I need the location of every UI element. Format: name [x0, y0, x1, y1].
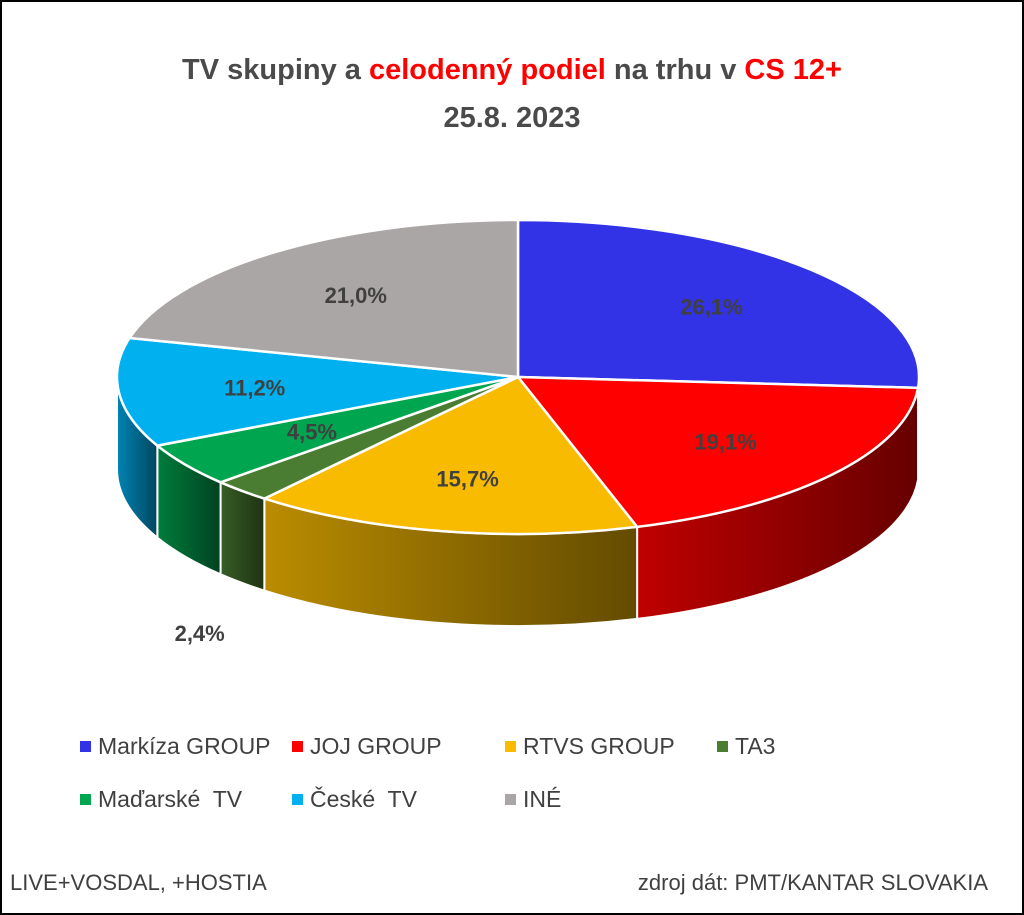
legend-item: Markíza GROUP — [80, 733, 271, 760]
pie-slice-2 — [260, 375, 640, 536]
footer-source: zdroj dát: PMT/KANTAR SLOVAKIA — [637, 870, 988, 895]
legend-label: Maďarské TV — [98, 786, 243, 812]
title-text-1: TV skupiny a — [182, 54, 369, 86]
legend-label: TA3 — [735, 733, 776, 759]
data-label-3: 2,4% — [175, 621, 225, 646]
legend-swatch — [292, 741, 303, 752]
legend-item: České TV — [292, 786, 417, 813]
legend-item: Maďarské TV — [80, 786, 242, 813]
legend-swatch — [80, 741, 91, 752]
legend-item: JOJ GROUP — [292, 733, 442, 760]
legend-item: INÉ — [505, 786, 561, 813]
legend-swatch — [292, 794, 303, 805]
legend-swatch — [505, 794, 516, 805]
pie-slice-0 — [516, 218, 921, 390]
legend-label: INÉ — [523, 786, 562, 812]
chart-title: TV skupiny a celodenný podiel na trhu v … — [0, 54, 1024, 87]
legend-swatch — [505, 741, 516, 752]
chart-date: 25.8. 2023 — [443, 102, 581, 134]
legend-item: RTVS GROUP — [505, 733, 675, 760]
legend-item: TA3 — [717, 733, 775, 760]
data-label-0: 26,1% — [680, 294, 742, 319]
data-label-5: 11,2% — [224, 375, 285, 400]
title-text-2: na trhu v — [605, 54, 745, 86]
footer-note: LIVE+VOSDAL, +HOSTIA — [10, 870, 267, 895]
legend-label: JOJ GROUP — [310, 733, 442, 759]
legend-label: Markíza GROUP — [98, 733, 271, 759]
data-label-4: 4,5% — [287, 419, 337, 444]
pie-slice-5 — [115, 336, 519, 447]
legend-swatch — [80, 794, 91, 805]
data-label-2: 15,7% — [436, 467, 498, 492]
data-label-1: 19,1% — [694, 429, 756, 454]
legend-swatch — [717, 741, 728, 752]
data-label-6: 21,0% — [325, 283, 387, 308]
legend-label: RTVS GROUP — [523, 733, 675, 759]
legend-label: České TV — [310, 786, 417, 812]
pie-slice-1 — [515, 375, 920, 529]
title-highlight-share: celodenný podiel — [368, 54, 606, 86]
title-highlight-target: CS 12+ — [744, 54, 842, 86]
pie-side-3 — [219, 480, 266, 592]
pie-slice-6 — [127, 218, 520, 379]
